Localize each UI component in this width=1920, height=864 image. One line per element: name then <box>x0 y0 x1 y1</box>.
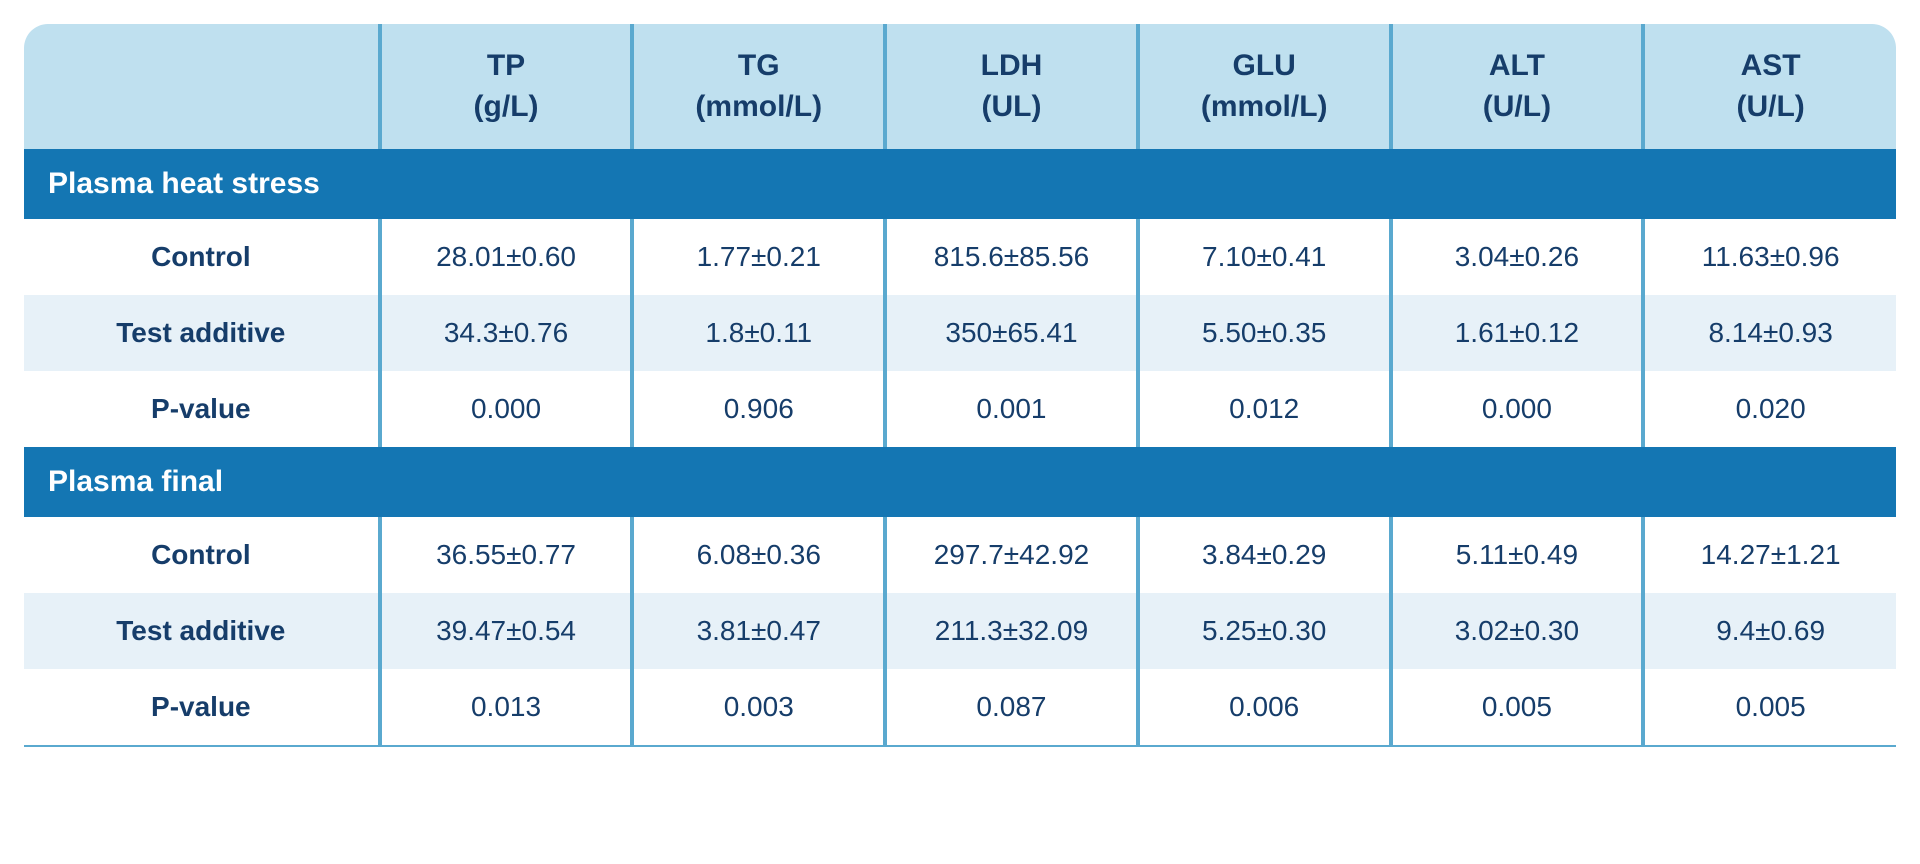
col-name: AST <box>1741 49 1801 82</box>
cell: 5.50±0.35 <box>1138 295 1391 371</box>
cell: 0.020 <box>1643 371 1896 447</box>
table-row: Control 36.55±0.77 6.08±0.36 297.7±42.92… <box>24 517 1896 593</box>
table-row: P-value 0.013 0.003 0.087 0.006 0.005 0.… <box>24 669 1896 747</box>
cell: 3.04±0.26 <box>1391 219 1644 295</box>
cell: 3.84±0.29 <box>1138 517 1391 593</box>
col-header-alt: ALT (U/L) <box>1391 24 1644 149</box>
cell: 9.4±0.69 <box>1643 593 1896 669</box>
cell: 5.11±0.49 <box>1391 517 1644 593</box>
plasma-table: TP (g/L) TG (mmol/L) LDH (UL) GLU (mmol/… <box>24 24 1896 747</box>
cell: 39.47±0.54 <box>380 593 633 669</box>
cell: 1.77±0.21 <box>632 219 885 295</box>
cell: 14.27±1.21 <box>1643 517 1896 593</box>
row-label: P-value <box>24 371 380 447</box>
col-unit: (U/L) <box>1655 87 1886 128</box>
cell: 6.08±0.36 <box>632 517 885 593</box>
cell: 297.7±42.92 <box>885 517 1138 593</box>
table-row: Test additive 39.47±0.54 3.81±0.47 211.3… <box>24 593 1896 669</box>
cell: 0.012 <box>1138 371 1391 447</box>
cell: 8.14±0.93 <box>1643 295 1896 371</box>
table-row: P-value 0.000 0.906 0.001 0.012 0.000 0.… <box>24 371 1896 447</box>
cell: 0.005 <box>1643 669 1896 747</box>
col-name: TP <box>487 49 525 82</box>
section-title: Plasma heat stress <box>24 149 1896 219</box>
cell: 3.81±0.47 <box>632 593 885 669</box>
col-unit: (UL) <box>897 87 1126 128</box>
col-header-ast: AST (U/L) <box>1643 24 1896 149</box>
cell: 5.25±0.30 <box>1138 593 1391 669</box>
cell: 0.003 <box>632 669 885 747</box>
cell: 28.01±0.60 <box>380 219 633 295</box>
row-label: Test additive <box>24 295 380 371</box>
cell: 36.55±0.77 <box>380 517 633 593</box>
col-unit: (mmol/L) <box>1150 87 1379 128</box>
cell: 0.906 <box>632 371 885 447</box>
col-name: GLU <box>1233 49 1296 82</box>
col-header-glu: GLU (mmol/L) <box>1138 24 1391 149</box>
cell: 3.02±0.30 <box>1391 593 1644 669</box>
row-label: Control <box>24 219 380 295</box>
cell: 7.10±0.41 <box>1138 219 1391 295</box>
cell: 1.61±0.12 <box>1391 295 1644 371</box>
cell: 0.000 <box>380 371 633 447</box>
cell: 350±65.41 <box>885 295 1138 371</box>
col-header-ldh: LDH (UL) <box>885 24 1138 149</box>
data-table: TP (g/L) TG (mmol/L) LDH (UL) GLU (mmol/… <box>24 24 1896 747</box>
col-unit: (g/L) <box>392 87 621 128</box>
header-empty <box>24 24 380 149</box>
section-title: Plasma final <box>24 447 1896 517</box>
section-final: Plasma final <box>24 447 1896 517</box>
cell: 0.005 <box>1391 669 1644 747</box>
col-name: LDH <box>981 49 1043 82</box>
cell: 1.8±0.11 <box>632 295 885 371</box>
row-label: Test additive <box>24 593 380 669</box>
col-name: ALT <box>1489 49 1545 82</box>
col-header-tp: TP (g/L) <box>380 24 633 149</box>
col-unit: (mmol/L) <box>644 87 873 128</box>
col-unit: (U/L) <box>1403 87 1632 128</box>
col-header-tg: TG (mmol/L) <box>632 24 885 149</box>
cell: 0.006 <box>1138 669 1391 747</box>
table-row: Test additive 34.3±0.76 1.8±0.11 350±65.… <box>24 295 1896 371</box>
cell: 0.000 <box>1391 371 1644 447</box>
cell: 11.63±0.96 <box>1643 219 1896 295</box>
cell: 0.013 <box>380 669 633 747</box>
cell: 815.6±85.56 <box>885 219 1138 295</box>
section-heat-stress: Plasma heat stress <box>24 149 1896 219</box>
header-row: TP (g/L) TG (mmol/L) LDH (UL) GLU (mmol/… <box>24 24 1896 149</box>
col-name: TG <box>738 49 780 82</box>
row-label: Control <box>24 517 380 593</box>
cell: 0.087 <box>885 669 1138 747</box>
table-row: Control 28.01±0.60 1.77±0.21 815.6±85.56… <box>24 219 1896 295</box>
cell: 0.001 <box>885 371 1138 447</box>
cell: 34.3±0.76 <box>380 295 633 371</box>
cell: 211.3±32.09 <box>885 593 1138 669</box>
row-label: P-value <box>24 669 380 747</box>
